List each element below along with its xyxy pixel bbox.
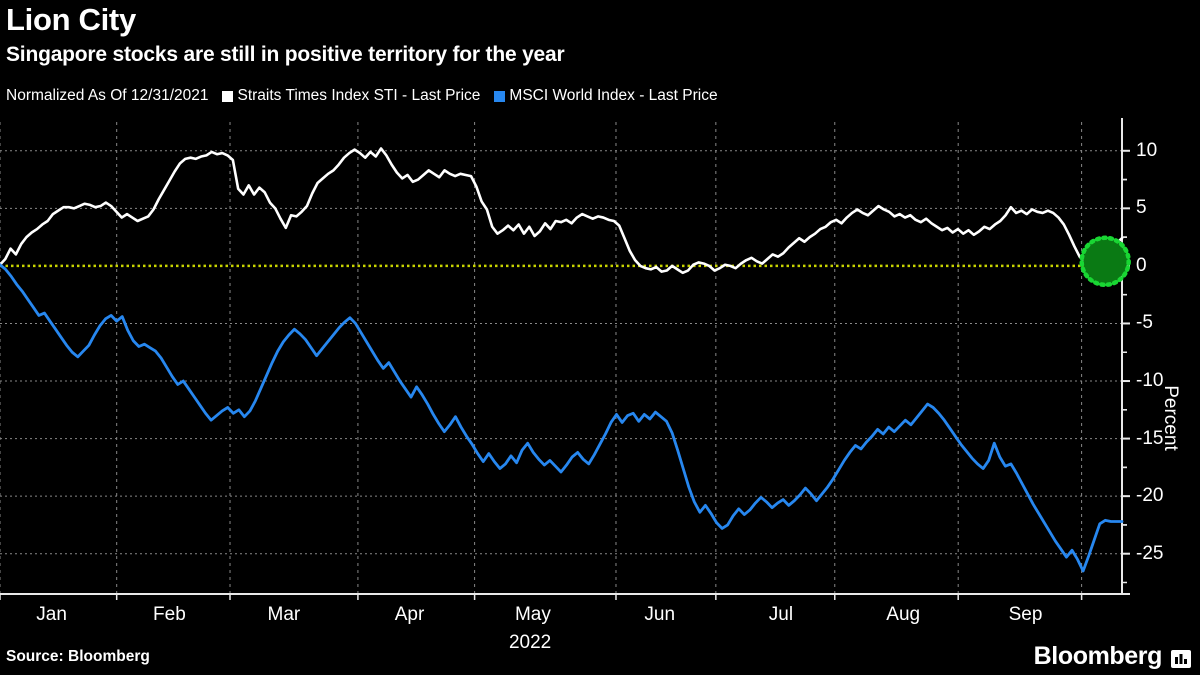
bloomberg-brand: Bloomberg (1034, 642, 1192, 671)
legend-entry-msci: MSCI World Index - Last Price (494, 86, 718, 106)
legend-swatch-white (222, 90, 234, 102)
bloomberg-wordmark: Bloomberg (1033, 642, 1163, 670)
x-tick-label: Jan (36, 604, 67, 625)
y-tick-label: -15 (1136, 427, 1164, 449)
legend-swatch-blue (494, 90, 506, 102)
y-tick-label: 10 (1136, 139, 1158, 161)
x-tick-label: May (514, 604, 551, 625)
x-tick-label: Mar (267, 604, 301, 625)
x-tick-label: Apr (394, 604, 425, 625)
chart-svg (0, 118, 1131, 600)
chart-legend: Normalized As Of 12/31/2021 Straits Time… (6, 86, 732, 106)
legend-normalization-note: Normalized As Of 12/31/2021 (6, 87, 209, 104)
legend-label-sti: Straits Times Index STI - Last Price (237, 87, 481, 104)
x-tick-label: Sep (1008, 604, 1043, 625)
bar-chart-icon (1171, 649, 1191, 668)
page-title: Lion City (6, 2, 136, 37)
y-tick-label: -5 (1136, 312, 1153, 334)
chart-subtitle: Singapore stocks are still in positive t… (6, 43, 565, 66)
x-tick-label: Feb (153, 604, 186, 625)
y-axis-title: Percent (1160, 385, 1181, 451)
legend-label-msci: MSCI World Index - Last Price (509, 87, 718, 104)
x-tick-label: Jul (768, 604, 794, 625)
y-tick-label: 5 (1136, 197, 1147, 219)
y-tick-label: -25 (1136, 542, 1164, 564)
y-tick-label: 0 (1136, 254, 1147, 276)
chart-plot-area: Jan Feb Mar Apr May Jun Jul Aug Sep 10 5 0 -5 -10 -15… (0, 118, 1200, 653)
series-line-msci (0, 263, 1124, 573)
x-tick-label: Jun (644, 604, 676, 625)
green-circle-highlight-fill (1083, 239, 1128, 284)
y-tick-label: -10 (1136, 370, 1164, 392)
legend-entry-sti: Straits Times Index STI - Last Price (222, 86, 480, 106)
chart-header: Lion City Singapore stocks are still in … (0, 0, 1200, 118)
series-line-sti (0, 147, 1124, 275)
y-tick-label: -20 (1136, 485, 1164, 507)
x-axis-title: 2022 (508, 632, 552, 653)
chart-footer: Source: Bloomberg Bloomberg (0, 640, 1200, 675)
source-label: Source: Bloomberg (6, 648, 150, 665)
x-tick-label: Aug (886, 604, 921, 625)
green-circle-highlight-ring (1079, 235, 1131, 288)
